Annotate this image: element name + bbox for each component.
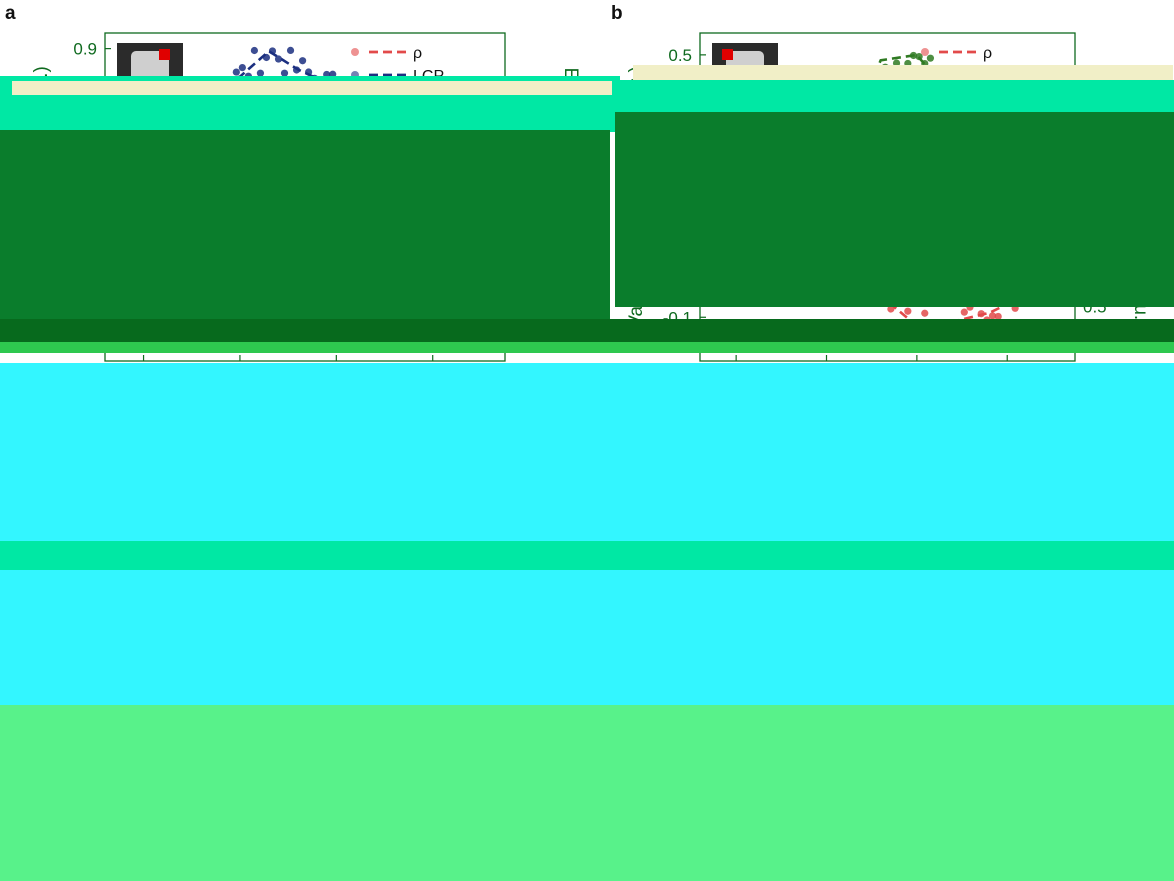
data-point-lcp — [232, 68, 240, 76]
data-point-rho — [921, 309, 929, 317]
overlay-band — [633, 65, 1173, 80]
data-point-lcp — [250, 46, 258, 55]
panel-label: b — [611, 3, 623, 24]
overlay-band — [0, 438, 1174, 705]
data-point-lcp — [286, 46, 295, 55]
data-point-rho — [904, 307, 912, 315]
panel-label: a — [5, 3, 16, 24]
legend-marker-rho — [921, 48, 929, 56]
legend-label-rho: ρ — [983, 45, 992, 62]
sem-inset-marker — [159, 49, 170, 60]
data-point-rho — [960, 308, 968, 316]
legend-marker-rho — [351, 48, 359, 56]
data-point-rho — [988, 312, 997, 320]
data-point-lcp — [298, 57, 307, 65]
data-point-rcp — [892, 59, 901, 67]
legend-label-rho: ρ — [413, 45, 422, 62]
overlay-band — [0, 705, 1174, 881]
overlay-band — [12, 81, 612, 95]
overlay-band — [0, 541, 1174, 570]
data-point-lcp — [256, 69, 265, 77]
data-point-rho — [994, 312, 1002, 321]
data-point-lcp — [280, 69, 289, 77]
data-point-lcp — [238, 64, 246, 72]
overlay-band — [0, 342, 1174, 353]
overlay-band — [615, 112, 1174, 307]
sem-inset-marker — [722, 49, 733, 60]
overlay-band — [0, 130, 610, 320]
data-point-lcp — [274, 55, 283, 63]
y-left-tick-label: 0.5 — [668, 46, 692, 65]
data-point-rcp — [926, 54, 935, 62]
overlay-band — [620, 80, 1174, 114]
y-left-tick-label: 0.9 — [73, 40, 97, 59]
